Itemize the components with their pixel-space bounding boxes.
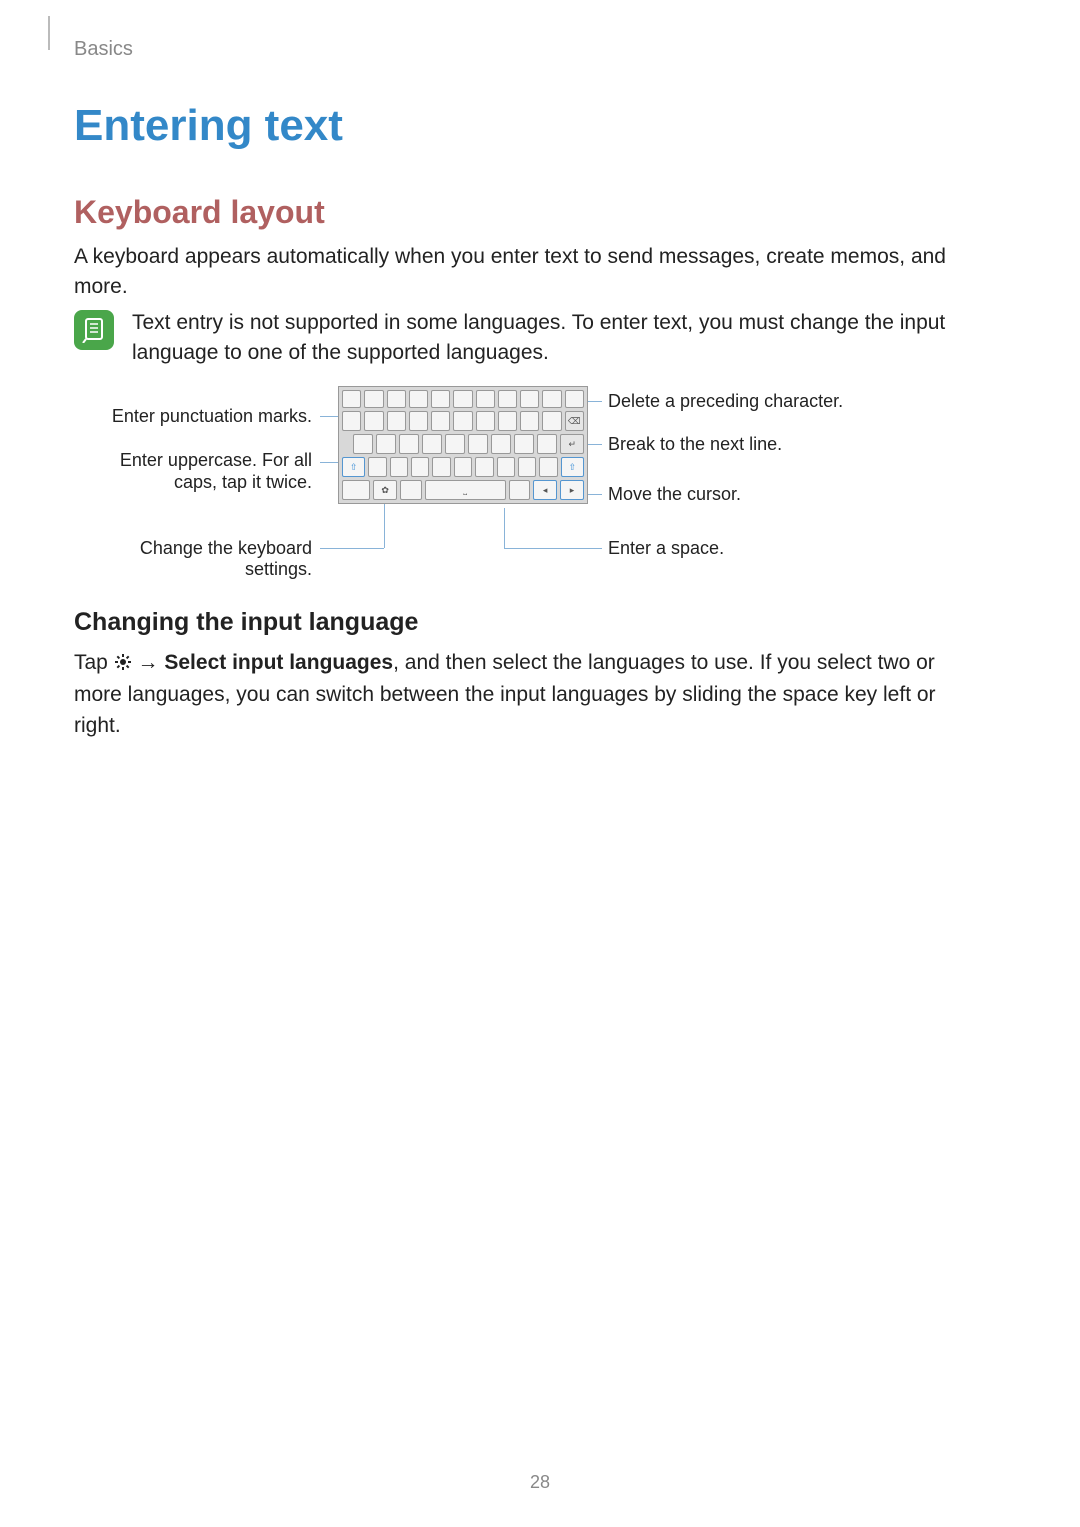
keyboard-mock: ⌫ ↵ ⇧ ⇧ ✿ ⎵ ◂ ▸: [338, 386, 588, 504]
callout-uppercase: Enter uppercase. For all caps, tap it tw…: [74, 450, 312, 493]
page-number: 28: [0, 1472, 1080, 1493]
heading-input-language: Changing the input language: [74, 608, 418, 637]
key-backspace: ⌫: [565, 411, 584, 431]
breadcrumb: Basics: [74, 38, 133, 61]
key-settings: ✿: [373, 480, 397, 500]
keyboard-figure: Enter punctuation marks. Enter uppercase…: [74, 380, 1004, 560]
callout-settings: Change the keyboard settings.: [74, 538, 312, 580]
paragraph-keyboard-layout: A keyboard appears automatically when yo…: [74, 242, 974, 303]
key-space: ⎵: [425, 480, 506, 500]
page-title: Entering text: [74, 101, 343, 151]
key-cursor-right: ▸: [560, 480, 584, 500]
heading-keyboard-layout: Keyboard layout: [74, 194, 325, 231]
key-shift-left: ⇧: [342, 457, 365, 477]
note-text: Text entry is not supported in some lang…: [132, 308, 972, 369]
callout-next-line: Break to the next line.: [608, 434, 782, 455]
key-cursor-left: ◂: [533, 480, 557, 500]
callout-space: Enter a space.: [608, 538, 724, 559]
note-icon: [74, 310, 114, 350]
callout-cursor: Move the cursor.: [608, 484, 741, 505]
paragraph-input-language: Tap → Select input languages, and then s…: [74, 648, 984, 741]
callout-backspace: Delete a preceding character.: [608, 391, 843, 412]
key-shift-right: ⇧: [561, 457, 584, 477]
gear-icon: [114, 650, 132, 680]
callout-punctuation: Enter punctuation marks.: [74, 406, 312, 427]
header-divider: [48, 16, 50, 50]
key-enter: ↵: [560, 434, 584, 454]
